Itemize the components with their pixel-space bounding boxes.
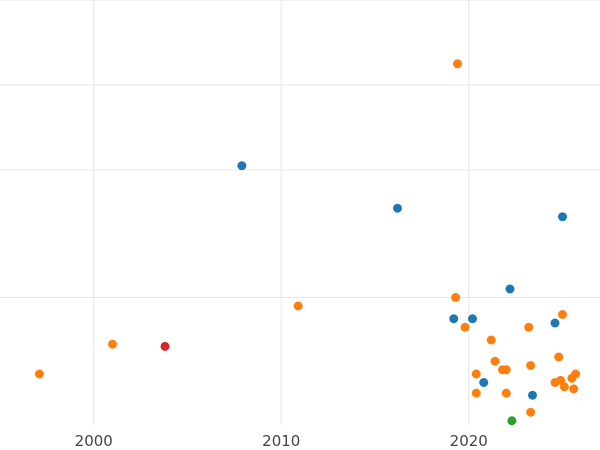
x-tick-label: 2020 (450, 432, 488, 450)
data-point (559, 382, 569, 392)
x-tick-labels: 2000 2010 2020 (75, 432, 488, 450)
data-point (108, 339, 117, 349)
data-point (526, 407, 536, 417)
data-point (293, 301, 303, 311)
data-point (501, 388, 511, 398)
data-point (567, 373, 577, 383)
data-point (505, 284, 515, 294)
data-point (393, 203, 402, 213)
data-point (507, 416, 517, 426)
data-point (554, 352, 564, 362)
data-point (558, 310, 567, 319)
data-point (524, 322, 534, 332)
data-point (453, 59, 462, 69)
data-points (34, 59, 581, 426)
data-point (468, 314, 477, 324)
data-point (528, 390, 537, 400)
data-point (451, 293, 461, 302)
data-point (160, 341, 170, 351)
data-point (550, 378, 560, 387)
data-point (569, 384, 579, 394)
data-point (471, 388, 481, 398)
data-point (460, 322, 470, 332)
data-point (471, 369, 481, 379)
x-tick-label: 2010 (262, 432, 300, 450)
data-point (558, 212, 567, 222)
data-point (486, 335, 496, 345)
data-point (449, 314, 459, 324)
data-point (34, 369, 44, 379)
y-gridlines (0, 0, 600, 298)
data-point (526, 361, 536, 370)
x-gridlines (93, 0, 470, 425)
data-point (501, 365, 511, 375)
data-point (479, 378, 489, 387)
data-point (550, 318, 560, 328)
x-tick-label: 2000 (75, 432, 113, 450)
data-point (490, 356, 500, 366)
data-point (237, 161, 247, 171)
